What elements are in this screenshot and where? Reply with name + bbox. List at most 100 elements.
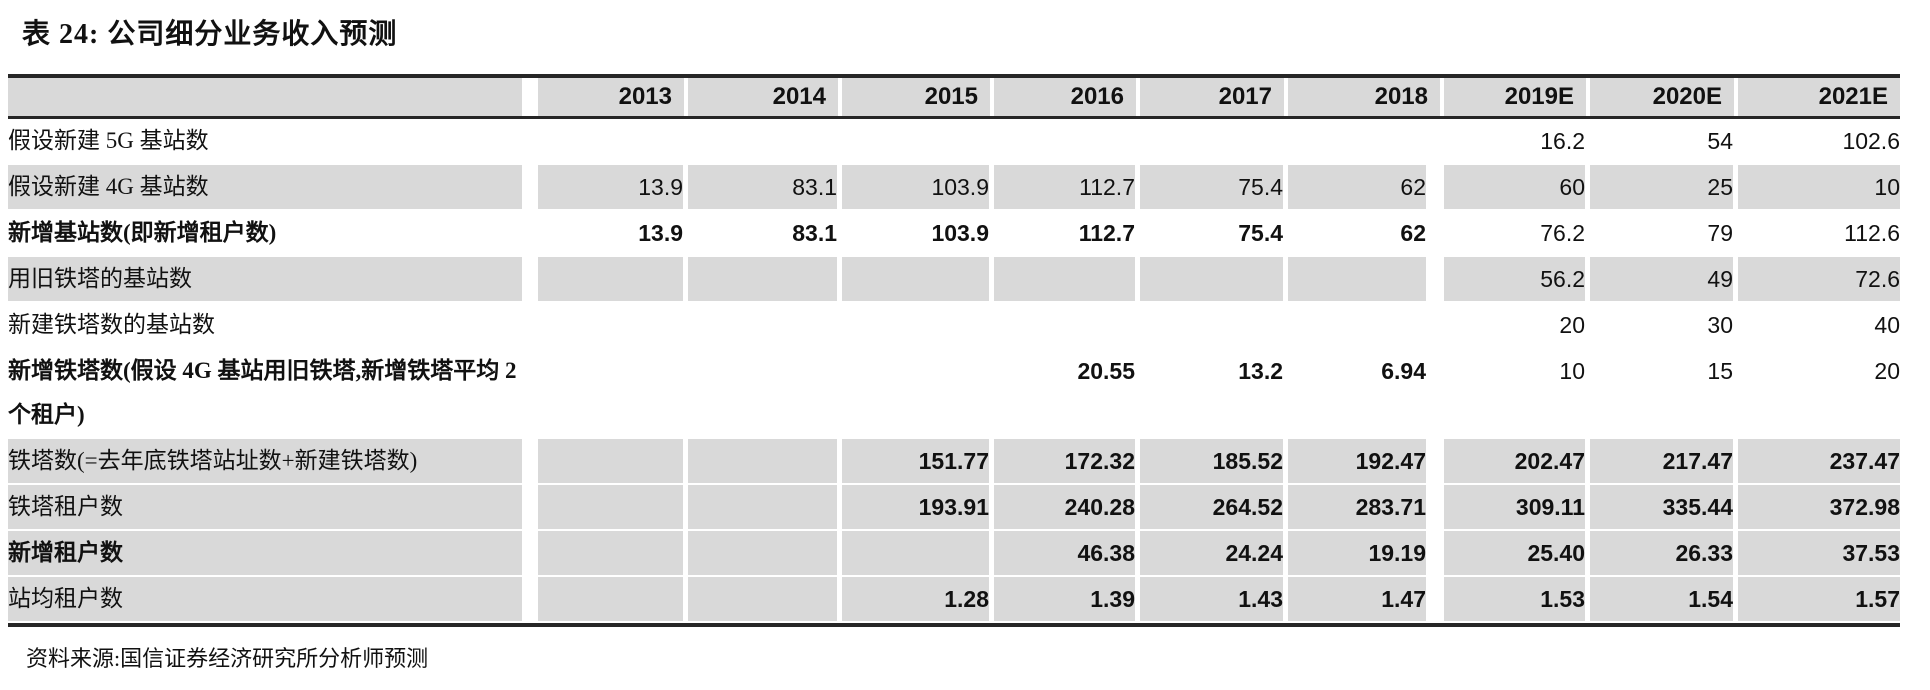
table-cell xyxy=(688,349,842,439)
table-cell: 20 xyxy=(1444,303,1590,349)
row-label: 用旧铁塔的基站数 xyxy=(8,257,538,303)
table-cell: 54 xyxy=(1590,119,1738,165)
table-cell: 10 xyxy=(1444,349,1590,439)
table-cell: 112.7 xyxy=(994,165,1140,211)
table-cell xyxy=(538,577,688,623)
table-cell xyxy=(842,303,994,349)
table-cell: 83.1 xyxy=(688,165,842,211)
table-cell: 25 xyxy=(1590,165,1738,211)
forecast-table: 2013 2014 2015 2016 2017 2018 2019E 2020… xyxy=(8,74,1900,627)
table-cell: 76.2 xyxy=(1444,211,1590,257)
table-cell xyxy=(688,257,842,303)
table-cell: 103.9 xyxy=(842,211,994,257)
table-cell: 112.7 xyxy=(994,211,1140,257)
table-cell: 172.32 xyxy=(994,439,1140,485)
column-header-2021e: 2021E xyxy=(1818,83,1888,110)
table-cell xyxy=(842,119,994,165)
row-label: 新增基站数(即新增租户数) xyxy=(8,211,538,257)
table-cell xyxy=(538,119,688,165)
column-header-2019e: 2019E xyxy=(1444,78,1590,116)
table-cell: 283.71 xyxy=(1288,485,1444,531)
column-header-2015: 2015 xyxy=(842,78,994,116)
data-source-note: 资料来源:国信证券经济研究所分析师预测 xyxy=(26,646,429,671)
table-row: 新增铁塔数(假设 4G 基站用旧铁塔,新增铁塔平均 2 个租户) 20.55 1… xyxy=(8,349,1900,439)
table-cell: 62 xyxy=(1288,165,1444,211)
row-label: 铁塔租户数 xyxy=(8,485,538,531)
table-row: 铁塔租户数 193.91 240.28 264.52 283.71 309.11… xyxy=(8,485,1900,531)
table-row: 假设新建 5G 基站数 16.2 54 102.6 xyxy=(8,119,1900,165)
forecast-table-body: 假设新建 5G 基站数 16.2 54 102.6 假设新建 4G 基站数 13… xyxy=(8,119,1900,623)
table-cell xyxy=(994,303,1140,349)
table-cell xyxy=(688,439,842,485)
table-cell xyxy=(688,119,842,165)
table-cell: 112.6 xyxy=(1738,211,1900,257)
table-cell xyxy=(688,577,842,623)
table-cell: 13.9 xyxy=(538,211,688,257)
table-row: 站均租户数 1.28 1.39 1.43 1.47 1.53 1.54 1.57 xyxy=(8,577,1900,623)
table-cell xyxy=(1288,303,1444,349)
row-label: 假设新建 5G 基站数 xyxy=(8,119,538,165)
table-cell xyxy=(1288,119,1444,165)
table-row: 铁塔数(=去年底铁塔站址数+新建铁塔数) 151.77 172.32 185.5… xyxy=(8,439,1900,485)
table-cell: 192.47 xyxy=(1288,439,1444,485)
table-cell: 1.39 xyxy=(994,577,1140,623)
table-cell xyxy=(538,485,688,531)
row-label: 新增租户数 xyxy=(8,531,538,577)
table-cell: 10 xyxy=(1738,165,1900,211)
table-cell: 15 xyxy=(1590,349,1738,439)
table-cell: 60 xyxy=(1444,165,1590,211)
column-header-2014: 2014 xyxy=(688,78,842,116)
table-cell: 30 xyxy=(1590,303,1738,349)
table-cell: 1.47 xyxy=(1288,577,1444,623)
table-cell: 240.28 xyxy=(994,485,1140,531)
table-cell: 102.6 xyxy=(1738,119,1900,165)
table-cell xyxy=(688,485,842,531)
table-row: 新建铁塔数的基站数 20 30 40 xyxy=(8,303,1900,349)
table-cell: 75.4 xyxy=(1140,165,1288,211)
table-cell: 26.33 xyxy=(1590,531,1738,577)
table-cell: 372.98 xyxy=(1738,485,1900,531)
column-header-2013: 2013 xyxy=(538,78,688,116)
row-label: 假设新建 4G 基站数 xyxy=(8,165,538,211)
table-cell: 1.43 xyxy=(1140,577,1288,623)
forecast-table-header: 2013 2014 2015 2016 2017 2018 2019E 2020… xyxy=(8,78,1900,119)
table-cell: 24.24 xyxy=(1140,531,1288,577)
table-row: 用旧铁塔的基站数 56.2 49 72.6 xyxy=(8,257,1900,303)
row-label: 站均租户数 xyxy=(8,577,538,623)
table-cell: 75.4 xyxy=(1140,211,1288,257)
table-cell xyxy=(842,531,994,577)
table-cell: 264.52 xyxy=(1140,485,1288,531)
table-cell: 335.44 xyxy=(1590,485,1738,531)
table-cell xyxy=(688,303,842,349)
header-row: 2013 2014 2015 2016 2017 2018 2019E 2020… xyxy=(8,78,1900,116)
table-cell xyxy=(538,531,688,577)
table-cell: 49 xyxy=(1590,257,1738,303)
table-row: 假设新建 4G 基站数 13.9 83.1 103.9 112.7 75.4 6… xyxy=(8,165,1900,211)
table-cell: 1.57 xyxy=(1738,577,1900,623)
table-cell: 13.2 xyxy=(1140,349,1288,439)
table-cell xyxy=(538,303,688,349)
table-cell: 151.77 xyxy=(842,439,994,485)
row-label: 新建铁塔数的基站数 xyxy=(8,303,538,349)
table-cell xyxy=(994,257,1140,303)
table-cell: 217.47 xyxy=(1590,439,1738,485)
table-cell: 309.11 xyxy=(1444,485,1590,531)
table-cell: 237.47 xyxy=(1738,439,1900,485)
table-cell: 56.2 xyxy=(1444,257,1590,303)
table-cell: 72.6 xyxy=(1738,257,1900,303)
table-cell: 6.94 xyxy=(1288,349,1444,439)
table-cell: 202.47 xyxy=(1444,439,1590,485)
table-cell xyxy=(1140,303,1288,349)
table-cell: 1.28 xyxy=(842,577,994,623)
table-cell xyxy=(538,349,688,439)
table-cell: 40 xyxy=(1738,303,1900,349)
table-cell: 103.9 xyxy=(842,165,994,211)
column-header-2017: 2017 xyxy=(1140,78,1288,116)
column-header-blank xyxy=(8,78,538,116)
table-row: 新增租户数 46.38 24.24 19.19 25.40 26.33 37.5… xyxy=(8,531,1900,577)
column-header-2016: 2016 xyxy=(994,78,1140,116)
row-label: 铁塔数(=去年底铁塔站址数+新建铁塔数) xyxy=(8,439,538,485)
table-cell: 19.19 xyxy=(1288,531,1444,577)
table-cell: 62 xyxy=(1288,211,1444,257)
